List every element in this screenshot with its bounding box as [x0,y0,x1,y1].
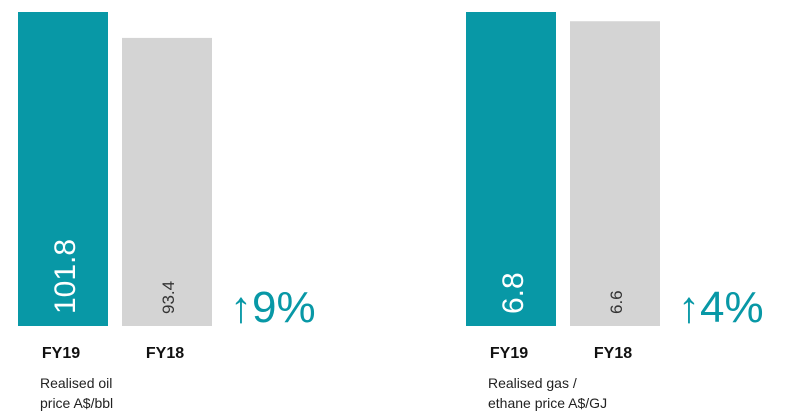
caption: price A$/bbl [40,395,113,411]
value-label: 93.4 [159,281,178,314]
bar [18,12,108,326]
change-annotation: ↑4% [678,283,764,332]
bar [122,37,212,326]
value-label: 6.8 [497,272,530,314]
category-label: FY19 [42,345,80,362]
bar [570,21,660,327]
caption: Realised gas / [488,375,577,391]
category-label: FY19 [490,345,528,362]
value-label: 6.6 [607,290,626,314]
category-label: FY18 [594,345,632,362]
value-label: 101.8 [49,239,82,314]
bar [466,12,556,326]
caption: Realised oil [40,375,112,391]
change-annotation: ↑9% [230,283,316,332]
category-label: FY18 [146,345,184,362]
caption: ethane price A$/GJ [488,395,607,411]
